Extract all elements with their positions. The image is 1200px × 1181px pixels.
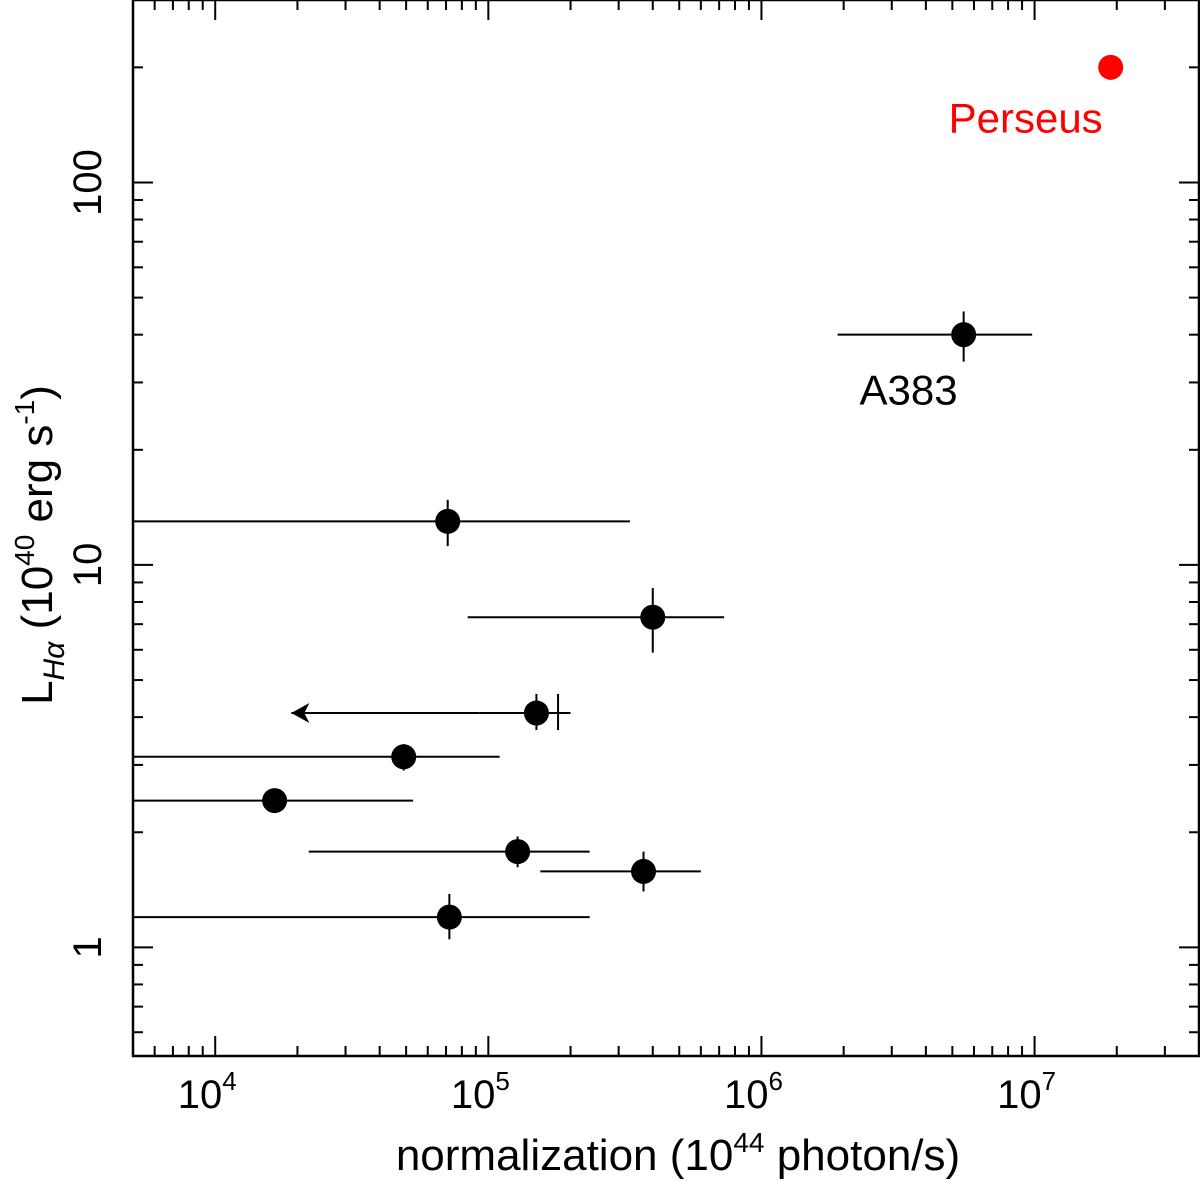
marker	[523, 700, 549, 726]
marker	[1098, 54, 1124, 80]
data-point	[308, 836, 590, 868]
x-tick-label: 107	[997, 1066, 1056, 1117]
data-point	[291, 693, 571, 731]
x-tick-base: 10	[997, 1073, 1042, 1117]
y-tick-label: 1	[66, 936, 110, 958]
x-tick-exponent: 6	[768, 1066, 782, 1096]
data-point	[133, 893, 590, 940]
data-point	[133, 788, 414, 814]
marker	[505, 839, 531, 865]
data-point	[467, 588, 725, 653]
plot-frame	[131, 0, 1200, 1058]
data-point: A383	[837, 311, 1033, 414]
marker	[436, 904, 462, 930]
perseus-label: Perseus	[949, 94, 1103, 141]
marker	[262, 788, 288, 814]
perseus-point: Perseus	[949, 54, 1124, 141]
x-tick-label: 105	[451, 1066, 510, 1117]
x-tick-exponent: 7	[1042, 1066, 1056, 1096]
y-axis-label: LHα (1040 erg s-1)	[9, 385, 71, 705]
x-tick-base: 10	[724, 1073, 769, 1117]
marker	[951, 322, 977, 348]
axis-ticks	[132, 0, 1200, 1056]
marker	[435, 508, 461, 534]
upper-limit-arrow	[291, 703, 310, 724]
a383-label: A383	[860, 367, 958, 414]
x-tick-exponent: 5	[495, 1066, 509, 1096]
data-point	[540, 851, 701, 892]
marker	[631, 858, 657, 884]
data-point	[133, 499, 630, 547]
y-tick-label: 10	[66, 543, 110, 588]
marker	[640, 604, 666, 630]
x-tick-exponent: 4	[222, 1066, 236, 1096]
x-tick-label: 104	[178, 1066, 237, 1117]
data-marks: A383 Perseus	[133, 54, 1124, 940]
marker	[391, 744, 417, 770]
x-axis-label: normalization (1044 photon/s)	[396, 1127, 960, 1180]
data-point	[133, 744, 500, 771]
x-tick-label: 106	[724, 1066, 783, 1117]
x-tick-base: 10	[451, 1073, 496, 1117]
y-tick-label: 100	[66, 149, 110, 216]
x-tick-base: 10	[178, 1073, 223, 1117]
